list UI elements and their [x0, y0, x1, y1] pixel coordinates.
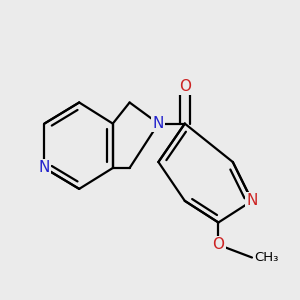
Text: O: O — [179, 79, 191, 94]
Text: O: O — [212, 237, 224, 252]
Text: N: N — [39, 160, 50, 175]
Text: N: N — [153, 116, 164, 131]
Text: CH₃: CH₃ — [254, 251, 279, 264]
Text: N: N — [246, 194, 258, 208]
